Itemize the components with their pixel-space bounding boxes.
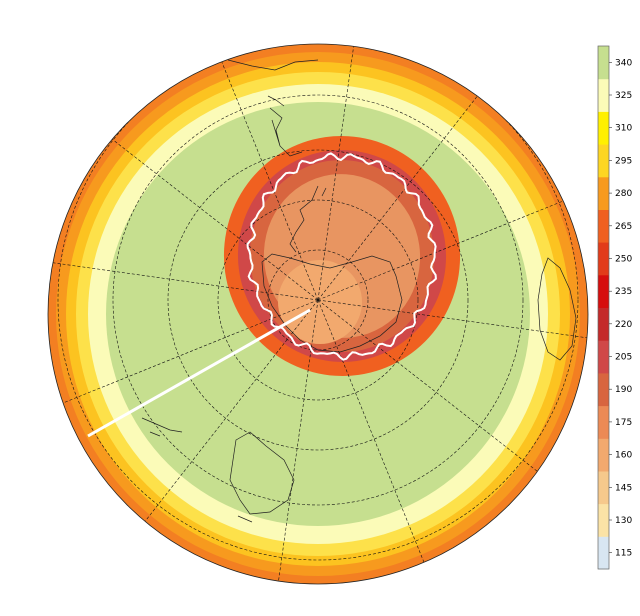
colorbar-tick-label: 325 — [615, 91, 632, 101]
colorbar-block — [598, 470, 609, 505]
latitude-circle-3 — [167, 149, 469, 451]
antarctic-peninsula-coastline — [289, 185, 327, 253]
colorbar-tick-label: 310 — [615, 124, 632, 134]
colorbar-block — [598, 307, 609, 341]
colorbar-block — [598, 372, 609, 407]
meridian-3 — [317, 299, 439, 584]
latitude-circle-1 — [267, 249, 369, 351]
colorbar-block — [598, 111, 609, 145]
colorbar-tick-label: 175 — [615, 418, 632, 428]
meridian-2 — [317, 299, 571, 498]
colorbar-tick-label: 280 — [615, 189, 632, 199]
colorbar-tick-label: 250 — [615, 255, 632, 265]
meridian-7 — [48, 255, 319, 301]
latitude-circle-5 — [57, 44, 579, 561]
antarctica-coastline — [261, 253, 403, 353]
latitude-circle-2 — [217, 199, 419, 401]
colorbar-tick-label: 340 — [615, 58, 632, 68]
colorbar-tick-label: 265 — [615, 222, 632, 232]
meridian-1 — [317, 299, 588, 345]
colorbar-tick-label: 115 — [615, 549, 632, 559]
colorbar-block — [598, 242, 609, 276]
south-america-coastline — [227, 59, 319, 157]
ozone-hole-contour — [246, 152, 437, 361]
colorbar-tick-label: 205 — [615, 353, 632, 363]
ozone-hole-core — [278, 260, 362, 344]
meridian-4 — [273, 299, 319, 584]
colorbar-block — [598, 340, 609, 374]
globe-outline — [47, 43, 589, 585]
africa-coastline — [537, 257, 577, 361]
colorbar-tick-label: 295 — [615, 156, 632, 166]
latitude-circle-4 — [112, 94, 524, 506]
colorbar-block — [598, 176, 609, 210]
colorbar-blocks — [598, 46, 609, 570]
colorbar-block — [598, 274, 609, 308]
south-america-tip-coastline — [267, 95, 285, 107]
meridian-6 — [48, 299, 319, 421]
meridian-5 — [120, 299, 319, 553]
colorbar-block — [598, 46, 609, 80]
colorbar-block — [598, 503, 609, 537]
missing-data-swath — [87, 308, 311, 438]
colorbar-block — [598, 536, 609, 570]
colorbar-tick-label: 220 — [615, 320, 632, 330]
australia-coastline — [229, 431, 295, 523]
colorbar-block — [598, 405, 609, 439]
colorbar-block — [598, 78, 609, 112]
colorbar-tick-label: 145 — [615, 483, 632, 493]
coastlines — [141, 59, 577, 523]
colorbar-labels: 115 130 145 160 175 190 205 220 235 250 265 280 295 3… — [609, 58, 632, 559]
colorbar-tick-label: 130 — [615, 516, 632, 526]
colorbar-block — [598, 144, 609, 178]
colorbar-tick-label: 235 — [615, 287, 632, 297]
new-zealand-coastline — [141, 417, 183, 437]
colorbar-tick-label: 160 — [615, 451, 632, 461]
colorbar-block — [598, 209, 609, 243]
colorbar-frame — [597, 45, 610, 570]
colorbar-block — [598, 438, 609, 472]
meridian-10 — [317, 44, 363, 301]
colorbar-tick-label: 190 — [615, 385, 632, 395]
